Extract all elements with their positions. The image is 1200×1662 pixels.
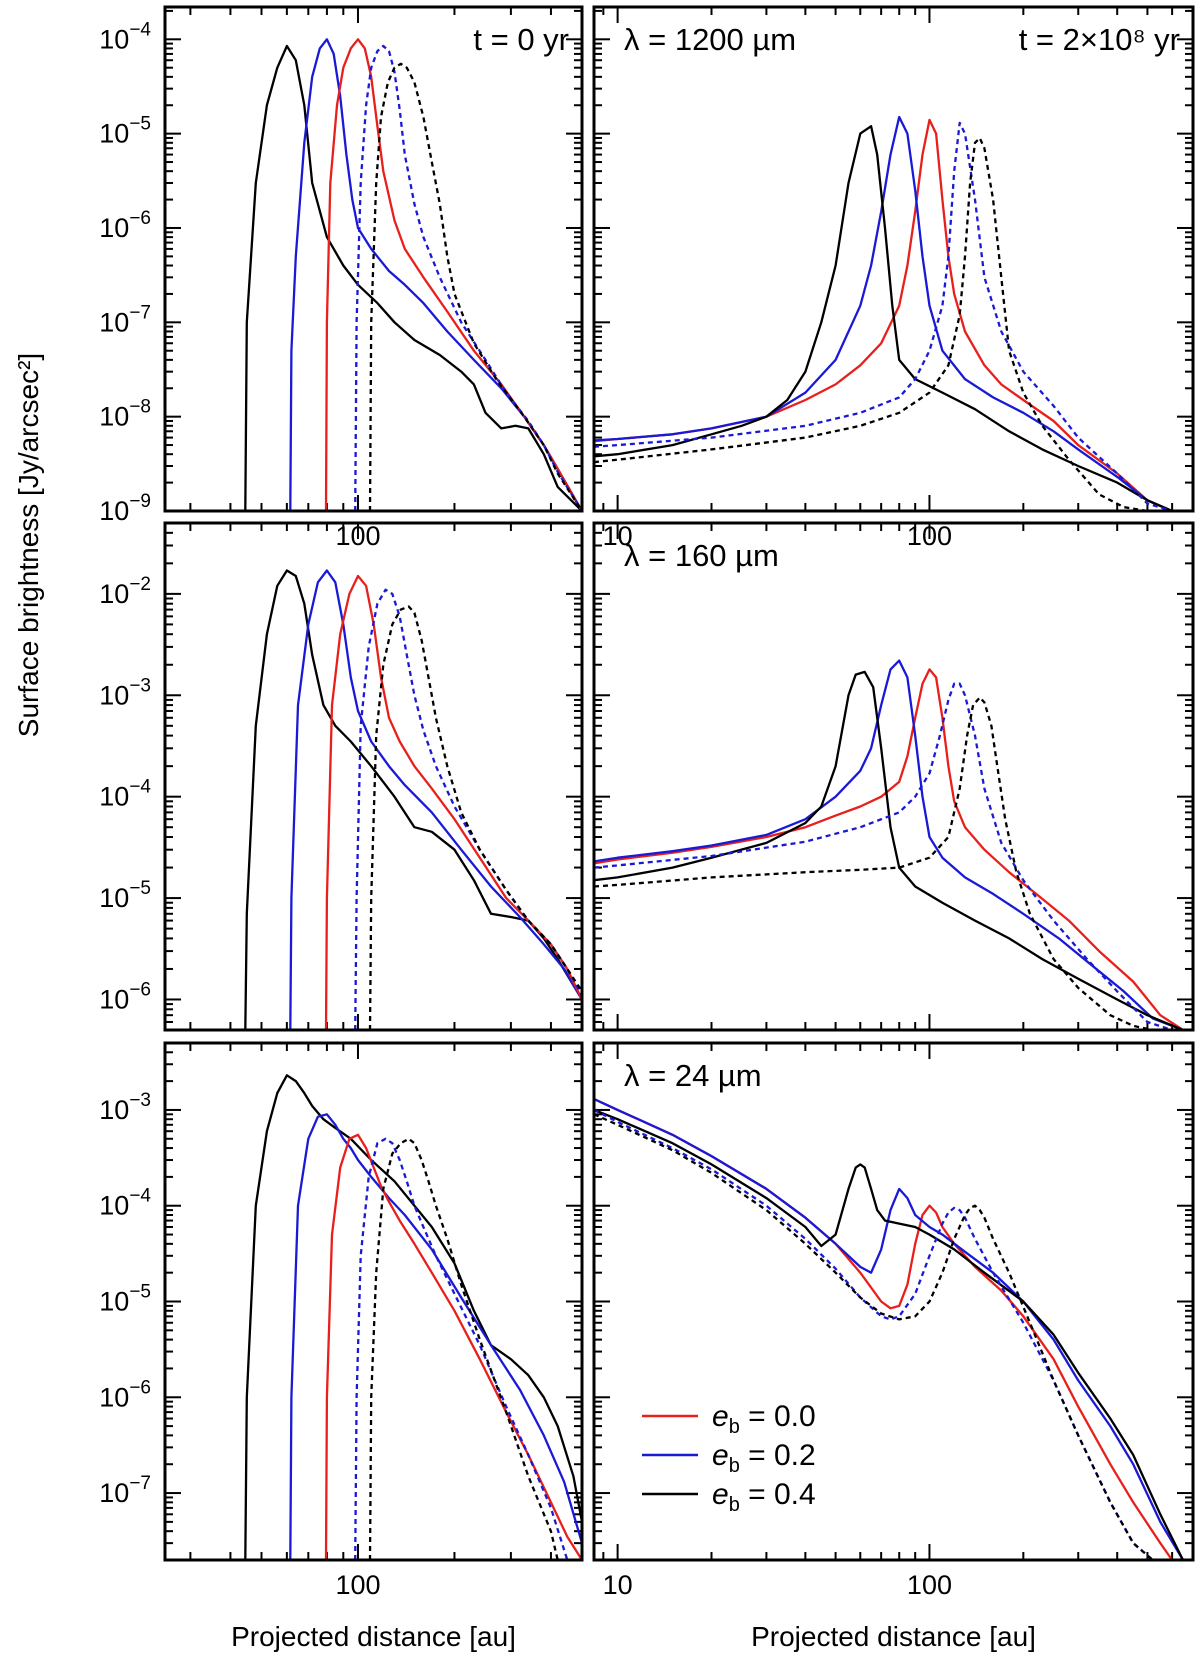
panel-frame bbox=[592, 521, 1195, 1032]
series-line-dashed-3 bbox=[354, 1137, 569, 1560]
panel-frame bbox=[163, 1041, 584, 1562]
series-line-solid-0 bbox=[594, 1097, 1174, 1560]
y-tick-label: 10−6 bbox=[99, 979, 151, 1014]
series-line-solid-0 bbox=[594, 118, 1173, 511]
series-line-solid-0 bbox=[244, 1074, 582, 1560]
y-tick-label: 10−4 bbox=[99, 1186, 151, 1221]
y-tick-label: 10−9 bbox=[99, 491, 151, 526]
series-line-dashed-3 bbox=[594, 121, 1173, 511]
series-line-solid-0 bbox=[594, 668, 1184, 1030]
y-tick-label: 10−7 bbox=[99, 1473, 151, 1508]
panel-frame bbox=[592, 5, 1195, 513]
y-tick-label: 10−3 bbox=[99, 675, 151, 710]
series-line-dashed-4 bbox=[368, 62, 582, 511]
wavelength-annotation: λ = 1200 µm bbox=[624, 22, 796, 57]
panel-bottom-left: 10−3 10−4 10−5 10−6 10−7 100 Projected distanc… bbox=[99, 1041, 584, 1652]
panels: 10−4 10−5 10−6 10−7 10−8 10−9 100 t = 0 yr 10 100… bbox=[99, 5, 1195, 1652]
y-tick-label: 10−6 bbox=[99, 1377, 151, 1412]
x-axis-label: Projected distance [au] bbox=[231, 1621, 516, 1652]
series-line-dashed-3 bbox=[594, 1108, 1154, 1560]
legend-item: eb = 0.4 bbox=[642, 1478, 816, 1516]
panel-frame bbox=[163, 5, 584, 513]
y-ticks bbox=[594, 9, 1193, 512]
panel-frame bbox=[592, 1041, 1195, 1562]
legend: eb = 0.0eb = 0.2eb = 0.4 bbox=[642, 1400, 816, 1516]
time-annotation: t = 0 yr bbox=[473, 22, 569, 57]
y-tick-label: 10−3 bbox=[99, 1090, 151, 1125]
y-tick-label: 10−2 bbox=[99, 574, 151, 609]
series-line-solid-1 bbox=[594, 115, 1173, 511]
y-tick-label: 10−6 bbox=[99, 208, 151, 243]
series-line-solid-1 bbox=[289, 569, 582, 1030]
x-ticks bbox=[602, 7, 1194, 511]
x-axis-label: Projected distance [au] bbox=[751, 1621, 1036, 1652]
x-ticks bbox=[189, 523, 583, 1030]
series-line-dashed-4 bbox=[594, 136, 1148, 511]
y-tick-label: 10−5 bbox=[99, 114, 151, 149]
series-line-dashed-4 bbox=[594, 696, 1153, 1030]
series-group bbox=[244, 38, 582, 511]
y-ticks bbox=[594, 1042, 1193, 1561]
series-line-solid-2 bbox=[324, 1133, 582, 1560]
legend-item: eb = 0.0 bbox=[642, 1400, 816, 1438]
panel-bottom-right: 10 100 Projected distance [au] λ = 24 µm bbox=[592, 1041, 1195, 1652]
x-tick-label: 10 bbox=[603, 1570, 633, 1600]
y-axis-label: Surface brightness [Jy/arcsec²] bbox=[13, 353, 44, 737]
wavelength-annotation: λ = 160 µm bbox=[624, 538, 779, 573]
x-tick-label: 100 bbox=[335, 1570, 380, 1600]
legend-item: eb = 0.2 bbox=[642, 1439, 816, 1477]
series-line-solid-1 bbox=[594, 1097, 1184, 1560]
legend-label: eb = 0.4 bbox=[712, 1478, 816, 1516]
series-line-solid-2 bbox=[594, 670, 1184, 1030]
y-tick-label: 10−4 bbox=[99, 19, 151, 54]
x-ticks bbox=[189, 7, 583, 511]
series-line-dashed-3 bbox=[594, 682, 1173, 1030]
series-group bbox=[244, 569, 582, 1030]
x-ticks bbox=[189, 1043, 583, 1560]
y-tick-label: 10−8 bbox=[99, 397, 151, 432]
series-line-dashed-3 bbox=[354, 44, 582, 511]
series-line-dashed-4 bbox=[594, 1113, 1154, 1560]
time-annotation: t = 2×10⁸ yr bbox=[1019, 22, 1180, 57]
series-group bbox=[594, 659, 1184, 1030]
series-line-solid-0 bbox=[244, 44, 582, 511]
series-line-dashed-4 bbox=[368, 605, 582, 1030]
series-group bbox=[594, 1097, 1185, 1560]
series-line-solid-0 bbox=[244, 569, 582, 1030]
y-tick-label: 10−5 bbox=[99, 878, 151, 913]
x-ticks bbox=[602, 1043, 1194, 1560]
x-tick-label: 100 bbox=[907, 1570, 952, 1600]
series-line-solid-1 bbox=[594, 659, 1184, 1030]
legend-label: eb = 0.2 bbox=[712, 1439, 816, 1477]
y-ticks bbox=[165, 1042, 582, 1561]
x-ticks bbox=[602, 523, 1194, 1030]
legend-label: eb = 0.0 bbox=[712, 1400, 816, 1438]
series-group bbox=[594, 115, 1173, 511]
y-tick-label: 10−4 bbox=[99, 777, 151, 812]
y-ticks bbox=[165, 522, 582, 1031]
y-tick-label: 10−7 bbox=[99, 302, 151, 337]
series-line-solid-2 bbox=[594, 1108, 1185, 1560]
series-line-solid-1 bbox=[289, 38, 582, 511]
series-line-solid-2 bbox=[594, 125, 1173, 511]
panel-frame bbox=[163, 521, 584, 1032]
series-line-solid-1 bbox=[289, 1113, 582, 1560]
panel-middle-right: λ = 160 µm bbox=[592, 521, 1195, 1032]
panel-middle-left: 10−2 10−3 10−4 10−5 10−6 bbox=[99, 521, 584, 1032]
wavelength-annotation: λ = 24 µm bbox=[624, 1058, 762, 1093]
series-line-dashed-3 bbox=[354, 588, 582, 1030]
series-line-dashed-4 bbox=[368, 1137, 559, 1560]
y-tick-label: 10−5 bbox=[99, 1282, 151, 1317]
series-line-solid-2 bbox=[324, 38, 582, 511]
series-group bbox=[244, 1074, 582, 1560]
